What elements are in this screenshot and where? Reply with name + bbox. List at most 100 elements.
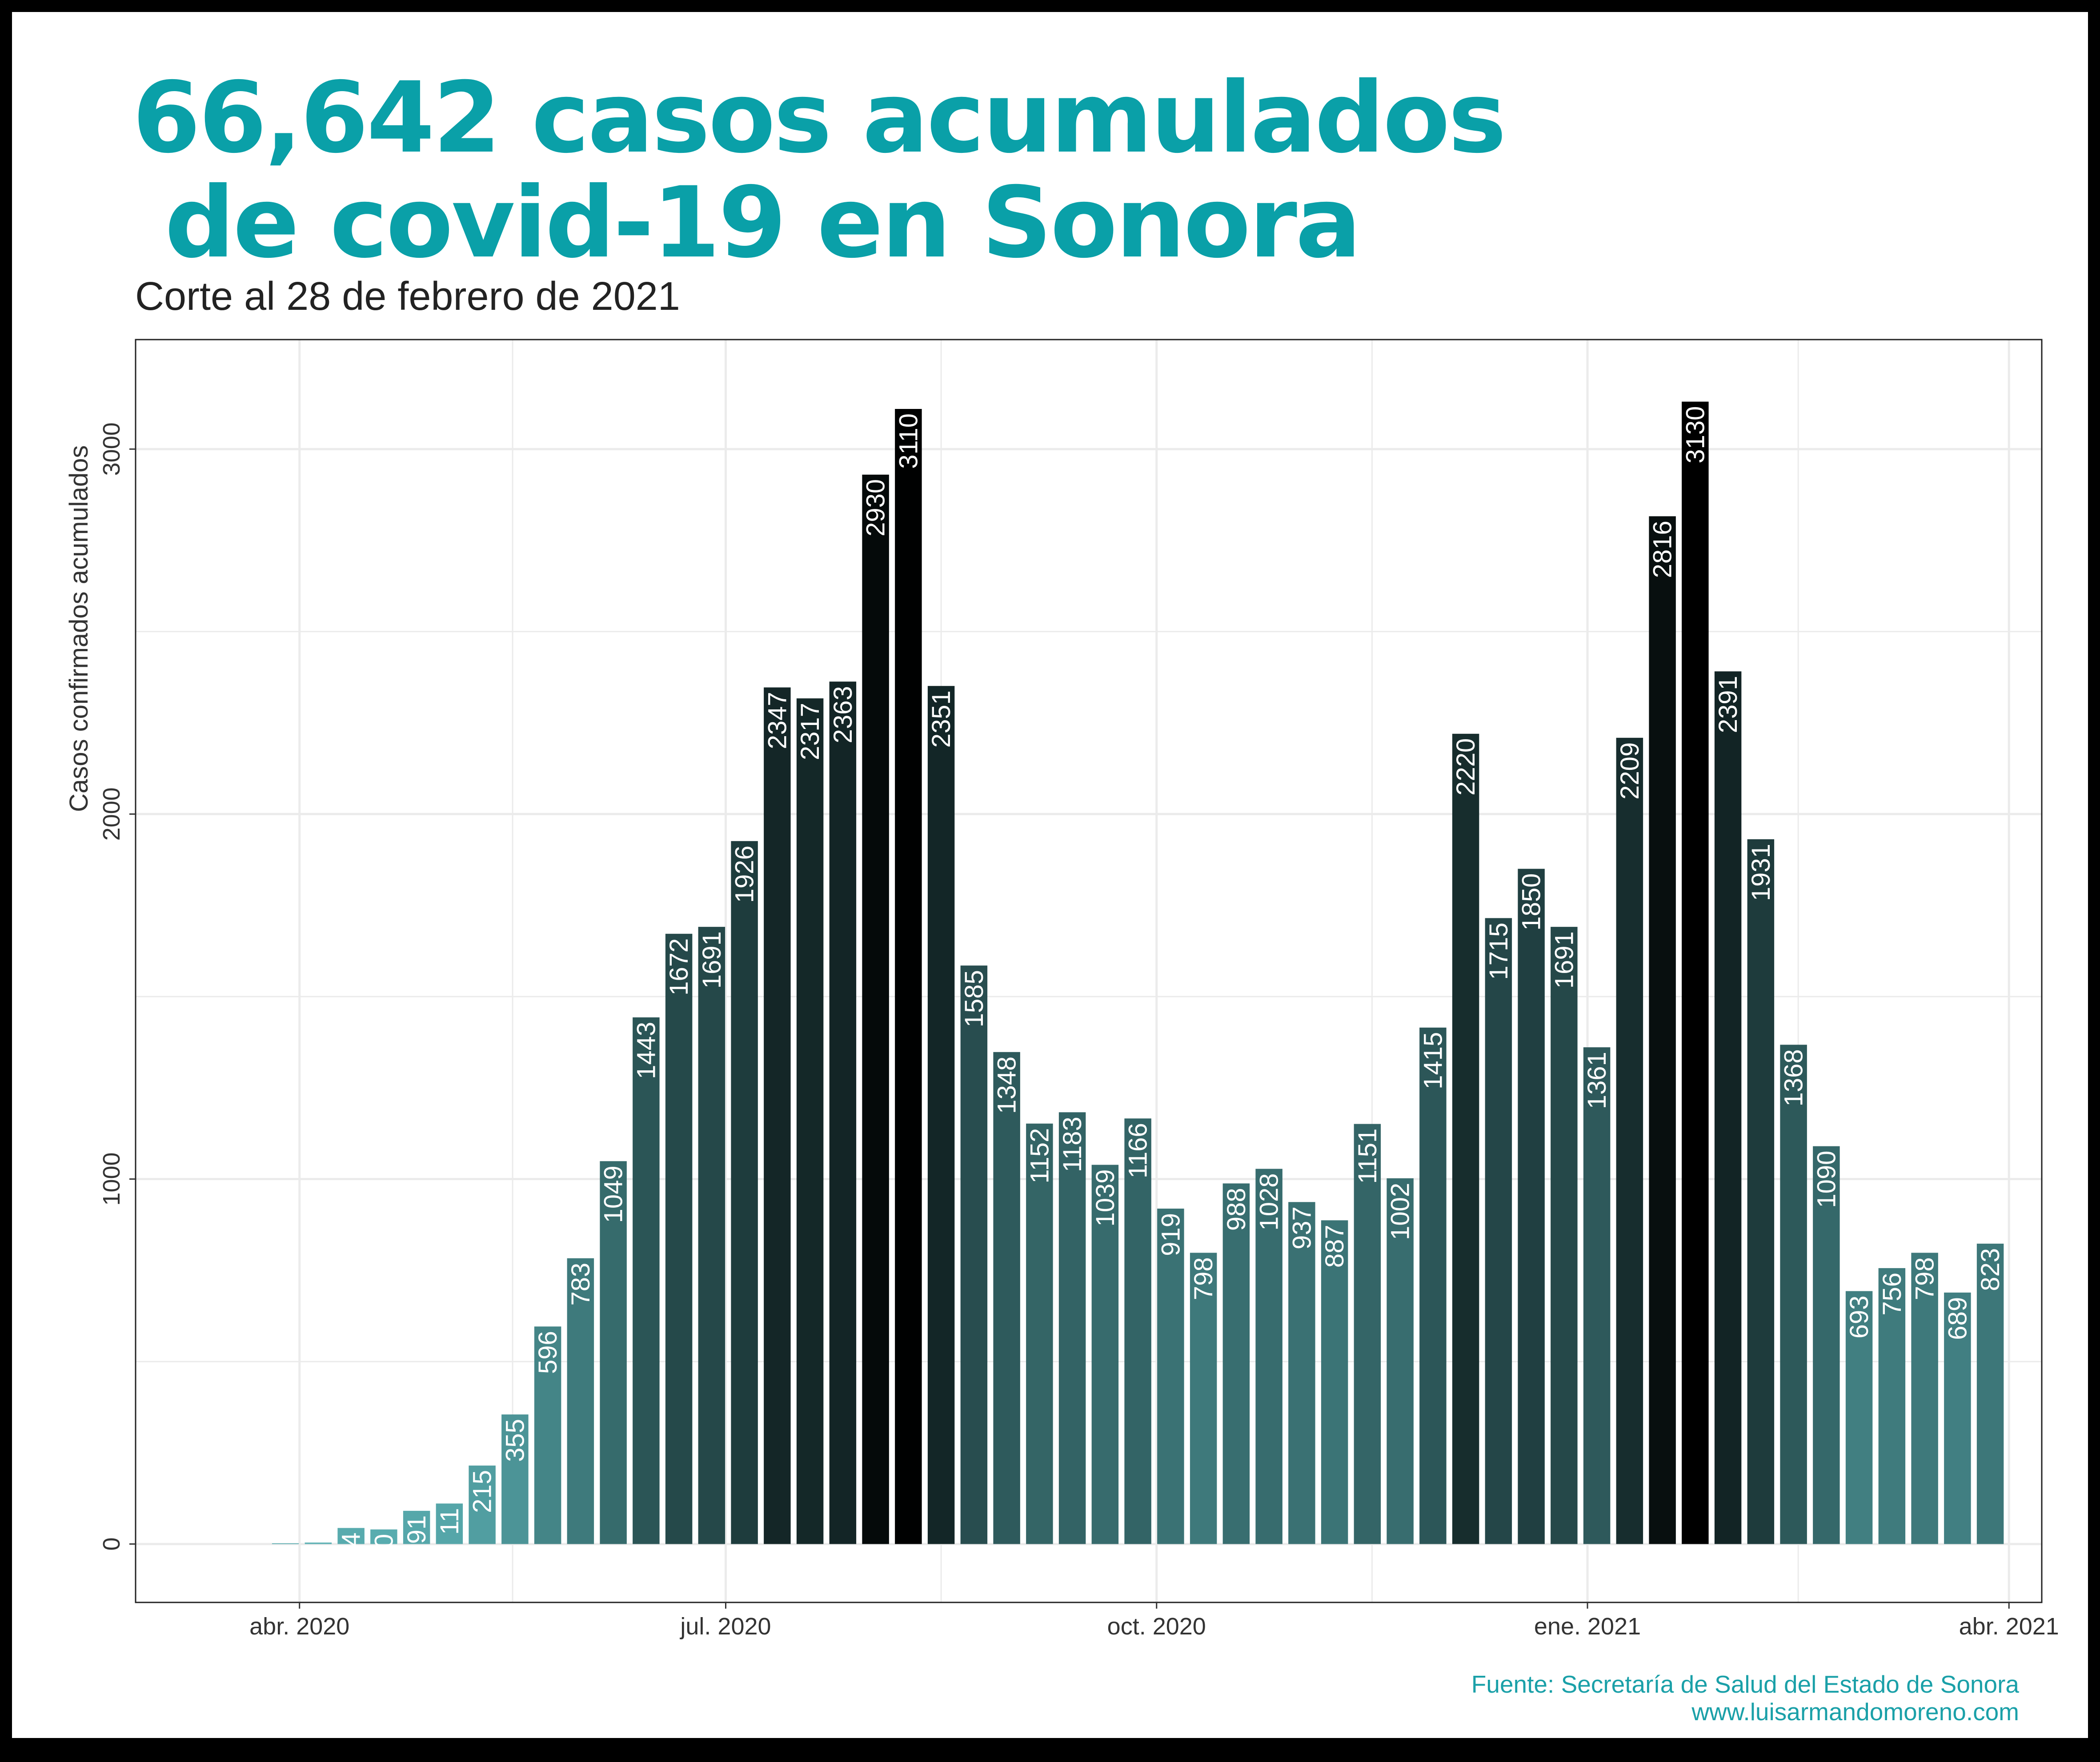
chart-subtitle: Corte al 28 de febrero de 2021 [135, 274, 680, 319]
bar-value-label: 1931 [1747, 844, 1775, 901]
bar [1518, 869, 1545, 1544]
bar-value-label: 1151 [1353, 1129, 1382, 1184]
bar-value-label: 2317 [796, 703, 825, 760]
bar [993, 1052, 1020, 1544]
bar-value-label: 1028 [1255, 1173, 1284, 1231]
bar-value-label: 1166 [1124, 1123, 1153, 1178]
bar [403, 1510, 430, 1544]
bar [1190, 1253, 1217, 1544]
bar [731, 841, 758, 1544]
bar [1682, 401, 1709, 1544]
bar [534, 1326, 561, 1544]
bar-value-label: 1585 [960, 970, 989, 1027]
bar-value-label: 1926 [730, 845, 759, 903]
bar-value-label: 2220 [1451, 738, 1480, 796]
bar [1583, 1047, 1611, 1544]
bars [272, 401, 2004, 1544]
chart-title: 66,642 casos acumulados de covid-19 en S… [132, 61, 1507, 280]
bar-value-label: 2391 [1714, 676, 1743, 733]
bar-value-label: 2351 [927, 690, 956, 748]
bar-value-label: 1361 [1583, 1052, 1611, 1109]
bar [698, 927, 725, 1544]
x-tick-label: abr. 2021 [1959, 1613, 2059, 1640]
bar-value-label: 988 [1222, 1188, 1251, 1231]
bar-value-label: 1850 [1517, 873, 1546, 931]
bar [1387, 1178, 1414, 1544]
bar [1124, 1118, 1151, 1544]
bar [1419, 1027, 1447, 1544]
bar-value-label: 1368 [1779, 1049, 1808, 1106]
bar [1616, 737, 1643, 1544]
bar-value-label: 1002 [1386, 1183, 1415, 1240]
bar [1222, 1183, 1250, 1544]
bar-value-label: 887 [1320, 1225, 1349, 1268]
bar [1976, 1243, 2004, 1544]
bar-value-label: 756 [1878, 1273, 1907, 1316]
bar [1321, 1220, 1348, 1544]
bar [600, 1161, 627, 1544]
bar [862, 474, 889, 1544]
bar-value-label: 2209 [1615, 742, 1644, 800]
bar-value-label: 798 [1189, 1257, 1218, 1300]
bar-value-label: 783 [566, 1263, 595, 1306]
bar-value-label: 1715 [1484, 922, 1513, 980]
bar-value-label: 798 [1911, 1257, 1940, 1300]
website-caption: www.luisarmandomoreno.com [1691, 1698, 2019, 1726]
bar-value-label: 1090 [1812, 1151, 1841, 1208]
bar-value-label: 919 [1156, 1213, 1185, 1256]
bar [469, 1466, 496, 1544]
bar-value-label: 4 [337, 1532, 366, 1546]
bar [1354, 1124, 1381, 1544]
bar [1058, 1112, 1086, 1544]
bar-value-label: 11 [435, 1508, 464, 1534]
bar-value-label: 1049 [599, 1165, 628, 1223]
bar [665, 933, 693, 1544]
bar-value-label: 823 [1976, 1248, 2005, 1291]
bar-value-label: 1415 [1419, 1032, 1447, 1089]
y-tick-label: 2000 [98, 787, 125, 841]
bar [1255, 1169, 1282, 1544]
bar [1452, 733, 1479, 1544]
bar [1747, 839, 1775, 1544]
bar-value-label: 1152 [1025, 1128, 1054, 1184]
bar-value-label: 1039 [1091, 1169, 1120, 1227]
bar [1288, 1202, 1315, 1544]
bar-value-label: 2347 [763, 692, 792, 749]
bar [796, 698, 824, 1544]
bar-value-label: 1348 [993, 1057, 1022, 1114]
bar-value-label: 355 [501, 1419, 529, 1462]
bar [1157, 1209, 1184, 1544]
bar [960, 965, 988, 1544]
x-tick-label: ene. 2021 [1534, 1613, 1641, 1640]
y-tick-label: 3000 [98, 422, 125, 476]
bar-value-label: 3110 [894, 413, 923, 469]
x-tick-label: oct. 2020 [1107, 1613, 1206, 1640]
y-axis: 0 1000 2000 3000 [98, 422, 136, 1551]
bar [1911, 1253, 1938, 1544]
x-tick-label: jul. 2020 [679, 1613, 771, 1640]
bar [337, 1528, 365, 1544]
x-axis: abr. 2020 jul. 2020 oct. 2020 ene. 2021 abr.… [249, 1602, 2059, 1640]
bar-value-label: 0 [369, 1534, 398, 1548]
bar-value-label: 1691 [1550, 931, 1579, 989]
bar [764, 687, 791, 1544]
panel-border [135, 339, 2043, 1603]
bar-value-label: 1672 [665, 938, 693, 996]
bar [1026, 1123, 1053, 1544]
y-tick-label: 1000 [98, 1152, 125, 1205]
source-caption: Fuente: Secretaría de Salud del Estado d… [1471, 1670, 2019, 1698]
bar [829, 681, 857, 1544]
bar-value-label: 693 [1845, 1296, 1874, 1339]
bar-value-label: 596 [533, 1331, 562, 1374]
y-axis-label: Casos confirmados acumulados [64, 445, 93, 812]
bar [501, 1414, 529, 1544]
bar-value-label: 2930 [862, 479, 890, 537]
bar [1091, 1165, 1119, 1544]
bar [1485, 918, 1512, 1544]
bar [305, 1542, 332, 1544]
bar [272, 1543, 299, 1544]
bar [567, 1258, 594, 1544]
